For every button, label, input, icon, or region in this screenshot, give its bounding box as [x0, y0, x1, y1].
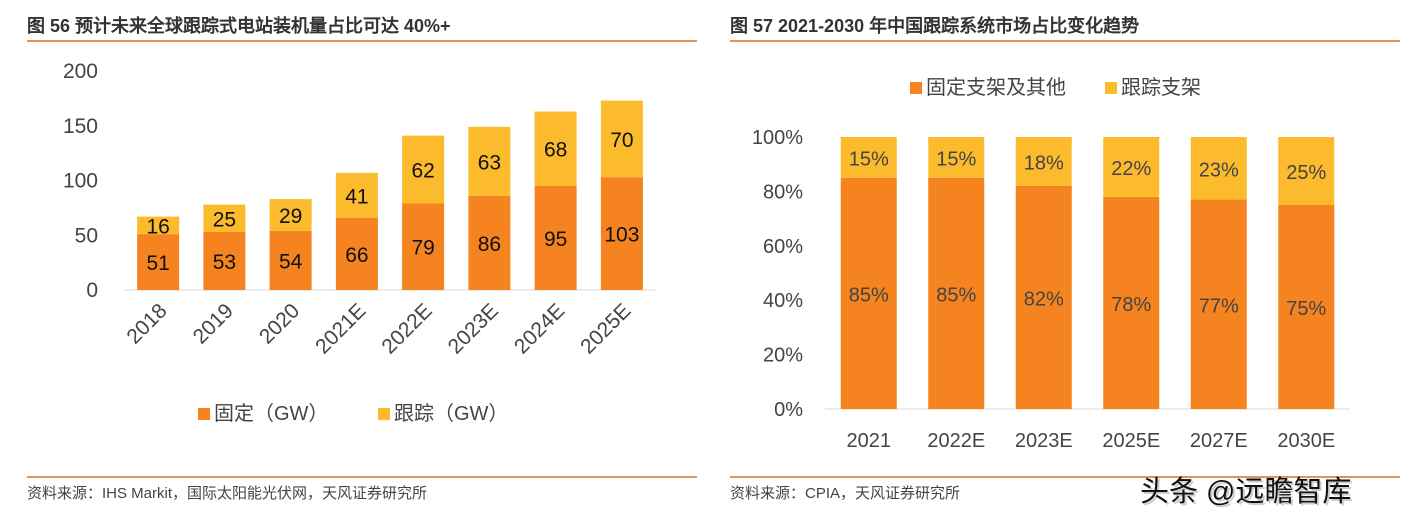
left-title-rule	[27, 40, 697, 42]
data-label: 85%	[936, 284, 976, 306]
x-tick-label: 2025E	[1102, 430, 1160, 452]
y-tick-label: 100	[63, 170, 98, 193]
bar-segment	[335, 172, 378, 218]
bar-segment	[203, 204, 246, 232]
data-label: 95	[544, 228, 567, 251]
data-label: 23%	[1199, 159, 1239, 181]
right-source-rule	[730, 476, 1400, 478]
bar-segment	[203, 231, 246, 290]
y-tick-label: 40%	[763, 290, 803, 312]
bar-segment	[1278, 205, 1335, 409]
y-tick-label: 80%	[763, 181, 803, 203]
x-tick-label: 2020	[255, 299, 304, 348]
bar-segment	[1015, 185, 1072, 409]
data-label: 82%	[1024, 288, 1064, 310]
x-tick-label: 2022E	[927, 430, 985, 452]
right-title-rule	[730, 40, 1400, 42]
x-tick-label: 2022E	[377, 299, 436, 358]
data-label: 41	[345, 185, 368, 208]
left-source-rule	[27, 476, 697, 478]
bar-segment	[402, 135, 445, 204]
bar-segment	[468, 195, 511, 290]
y-tick-label: 20%	[763, 345, 803, 367]
x-tick-label: 2023E	[444, 299, 503, 358]
bar-segment	[928, 137, 985, 178]
data-label: 79	[411, 237, 434, 260]
bar-segment	[468, 126, 511, 196]
bar-segment	[1103, 196, 1160, 409]
bar-segment	[269, 230, 312, 290]
data-label: 103	[604, 224, 639, 247]
bar-segment	[534, 185, 577, 290]
bar-segment	[928, 177, 985, 409]
data-label: 25	[213, 208, 236, 231]
legend-swatch	[378, 408, 390, 420]
legend-label: 跟踪（GW）	[394, 402, 508, 425]
legend-swatch	[1105, 82, 1117, 94]
bar-segment	[840, 137, 897, 178]
y-tick-label: 150	[63, 115, 98, 138]
data-label: 15%	[849, 148, 889, 170]
bar-segment	[137, 216, 180, 235]
data-label: 77%	[1199, 295, 1239, 317]
left-chart-title: 图 56 预计未来全球跟踪式电站装机量占比可达 40%+	[27, 16, 451, 36]
x-tick-label: 2021	[847, 430, 892, 452]
right-chart-title: 图 57 2021-2030 年中国跟踪系统市场占比变化趋势	[730, 16, 1140, 36]
data-label: 51	[146, 252, 169, 275]
y-tick-label: 60%	[763, 236, 803, 258]
data-label: 62	[411, 160, 434, 183]
data-label: 85%	[849, 284, 889, 306]
x-tick-label: 2025E	[576, 299, 635, 358]
data-label: 25%	[1286, 162, 1326, 184]
y-tick-label: 0%	[774, 399, 803, 421]
legend-swatch	[910, 82, 922, 94]
bar-segment	[840, 177, 897, 409]
y-tick-label: 200	[63, 60, 98, 83]
legend-label: 跟踪支架	[1121, 76, 1201, 99]
bar-segment	[1015, 137, 1072, 186]
data-label: 75%	[1286, 298, 1326, 320]
x-tick-label: 2019	[189, 299, 238, 348]
bar-segment	[1190, 199, 1247, 409]
data-label: 86	[478, 233, 501, 256]
x-tick-label: 2023E	[1015, 430, 1073, 452]
bar-segment	[402, 203, 445, 290]
bar-segment	[137, 234, 180, 290]
legend-swatch	[198, 408, 210, 420]
x-tick-label: 2024E	[510, 299, 569, 358]
bar-segment	[1103, 137, 1160, 197]
bar-segment	[600, 100, 643, 178]
data-label: 63	[478, 151, 501, 174]
data-label: 29	[279, 205, 302, 228]
bar-segment	[269, 199, 312, 231]
data-label: 53	[213, 251, 236, 274]
data-label: 16	[146, 215, 169, 238]
data-label: 15%	[936, 148, 976, 170]
y-tick-label: 0	[86, 279, 98, 302]
left-source: 资料来源：IHS Markit，国际太阳能光伏网，天风证券研究所	[27, 485, 428, 502]
x-tick-label: 2021E	[311, 299, 370, 358]
bar-segment	[335, 217, 378, 290]
bar-segment	[1278, 137, 1335, 205]
y-tick-label: 100%	[752, 127, 803, 149]
legend-label: 固定（GW）	[214, 402, 328, 425]
data-label: 18%	[1024, 152, 1064, 174]
data-label: 78%	[1111, 294, 1151, 316]
bar-segment	[534, 111, 577, 186]
data-label: 22%	[1111, 158, 1151, 180]
bar-segment	[600, 177, 643, 290]
right-source: 资料来源：CPIA，天风证券研究所	[730, 485, 961, 502]
x-tick-label: 2027E	[1190, 430, 1248, 452]
legend-label: 固定支架及其他	[926, 76, 1066, 99]
data-label: 70	[610, 129, 633, 152]
data-label: 66	[345, 244, 368, 267]
y-tick-label: 50	[75, 224, 98, 247]
x-tick-label: 2030E	[1277, 430, 1335, 452]
x-tick-label: 2018	[122, 299, 171, 348]
data-label: 54	[279, 250, 303, 273]
bar-segment	[1190, 137, 1247, 200]
data-label: 68	[544, 139, 567, 162]
watermark: 头条 @远瞻智库	[1140, 476, 1352, 508]
